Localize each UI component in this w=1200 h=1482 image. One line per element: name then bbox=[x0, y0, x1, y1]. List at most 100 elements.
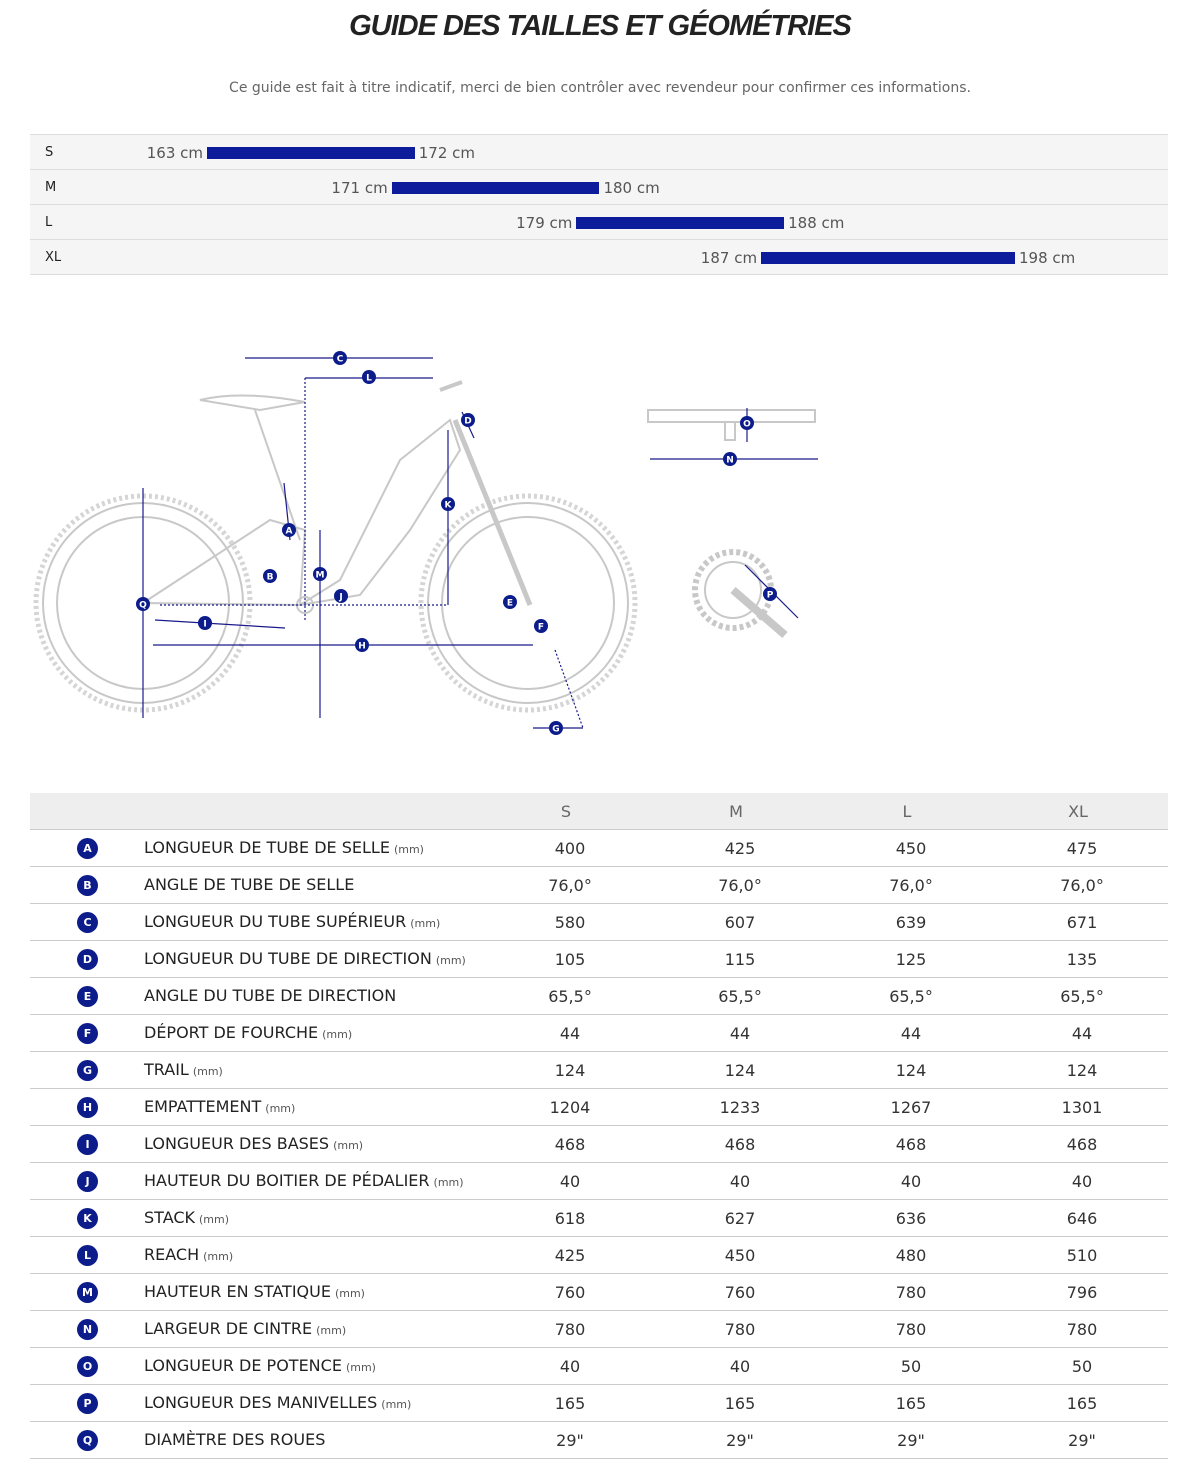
table-row: J HAUTEUR DU BOITIER DE PÉDALIER (mm) 40 40 4… bbox=[30, 1163, 1168, 1200]
table-row: E ANGLE DU TUBE DE DIRECTION 65,5° 65,5° 65,… bbox=[30, 978, 1168, 1015]
marker-letter: F bbox=[538, 623, 544, 633]
table-row: I LONGUEUR DES BASES (mm) 468 468 468 468 bbox=[30, 1126, 1168, 1163]
unit: (mm) bbox=[435, 954, 466, 967]
marker bbox=[461, 413, 475, 427]
row-label: REACH (mm) bbox=[144, 1245, 233, 1264]
table-row: Q DIAMÈTRE DES ROUES 29" 29" 29" 29" bbox=[30, 1422, 1168, 1459]
cell-value: 105 bbox=[554, 950, 586, 969]
cell-value: 1204 bbox=[549, 1098, 591, 1117]
letter-badge: G bbox=[77, 1060, 98, 1081]
letter-badge: I bbox=[77, 1134, 98, 1155]
marker-letter: I bbox=[203, 620, 206, 630]
marker-letter: E bbox=[507, 599, 513, 609]
cell-value: 780 bbox=[554, 1320, 586, 1339]
table-row: A LONGUEUR DE TUBE DE SELLE (mm) 400 425 450 4… bbox=[30, 830, 1168, 867]
max-height-label: 180 cm bbox=[603, 179, 660, 197]
size-label: XL bbox=[45, 250, 62, 265]
cell-value: 124 bbox=[1066, 1061, 1098, 1080]
marker bbox=[198, 616, 212, 630]
cell-value: 165 bbox=[724, 1394, 756, 1413]
cell-value: 65,5° bbox=[718, 987, 762, 1006]
row-label: STACK (mm) bbox=[144, 1208, 229, 1227]
cell-value: 165 bbox=[895, 1394, 927, 1413]
label-text: HAUTEUR DU BOITIER DE PÉDALIER bbox=[144, 1171, 430, 1190]
cell-value: 475 bbox=[1066, 839, 1098, 858]
cell-value: 50 bbox=[900, 1357, 922, 1376]
size-row: XL 187 cm 198 cm bbox=[30, 239, 1168, 275]
cell-value: 671 bbox=[1066, 913, 1098, 932]
row-label: TRAIL (mm) bbox=[144, 1060, 223, 1079]
cell-value: 468 bbox=[1066, 1135, 1098, 1154]
size-label: S bbox=[45, 145, 54, 160]
max-height-label: 172 cm bbox=[418, 144, 476, 162]
marker-letter: Q bbox=[139, 601, 147, 611]
cell-value: 580 bbox=[554, 913, 586, 932]
min-height-label: 163 cm bbox=[146, 144, 203, 162]
table-row: B ANGLE DE TUBE DE SELLE 76,0° 76,0° 76,0° 76… bbox=[30, 867, 1168, 904]
label-text: LONGUEUR DU TUBE DE DIRECTION bbox=[144, 949, 432, 968]
label-text: ANGLE DU TUBE DE DIRECTION bbox=[144, 986, 397, 1005]
geometry-table: S M L XL A LONGUEUR DE TUBE DE SELLE (mm) 400 4… bbox=[30, 793, 1168, 1459]
cell-value: 44 bbox=[559, 1024, 581, 1043]
unit: (mm) bbox=[199, 1213, 230, 1226]
letter-badge: J bbox=[77, 1171, 98, 1192]
table-row: O LONGUEUR DE POTENCE (mm) 40 40 50 50 bbox=[30, 1348, 1168, 1385]
cell-value: 1301 bbox=[1061, 1098, 1103, 1117]
cell-value: 468 bbox=[895, 1135, 927, 1154]
label-text: LONGUEUR DE POTENCE bbox=[144, 1356, 342, 1375]
cell-value: 44 bbox=[729, 1024, 751, 1043]
unit: (mm) bbox=[393, 843, 424, 856]
marker bbox=[549, 721, 563, 735]
label-text: EMPATTEMENT bbox=[144, 1097, 262, 1116]
marker-letter: D bbox=[464, 417, 471, 427]
letter-badge: N bbox=[77, 1319, 98, 1340]
table-row: F DÉPORT DE FOURCHE (mm) 44 44 44 44 bbox=[30, 1015, 1168, 1052]
table-row: L REACH (mm) 425 450 480 510 bbox=[30, 1237, 1168, 1274]
size-label: L bbox=[45, 215, 53, 230]
cell-value: 480 bbox=[895, 1246, 927, 1265]
label-text: DIAMÈTRE DES ROUES bbox=[144, 1430, 326, 1449]
size-chart: S 163 cm 172 cm M 171 cm 180 cm L 179 cm 188 cm X… bbox=[30, 134, 1168, 275]
unit: (mm) bbox=[322, 1028, 353, 1041]
cell-value: 639 bbox=[895, 913, 927, 932]
marker-letter: K bbox=[445, 501, 453, 511]
cell-value: 29" bbox=[897, 1431, 925, 1450]
table-row: G TRAIL (mm) 124 124 124 124 bbox=[30, 1052, 1168, 1089]
cell-value: 76,0° bbox=[718, 876, 762, 895]
cell-value: 40 bbox=[729, 1357, 751, 1376]
marker-letter: M bbox=[316, 571, 325, 581]
marker-letter: J bbox=[338, 593, 342, 603]
marker bbox=[136, 597, 150, 611]
letter-badge: A bbox=[77, 838, 98, 859]
row-label: DIAMÈTRE DES ROUES bbox=[144, 1430, 325, 1449]
column-header: S bbox=[560, 802, 572, 821]
subtitle: Ce guide est fait à titre indicatif, mer… bbox=[229, 80, 971, 96]
letter-badge: D bbox=[77, 949, 98, 970]
table-header: S M L XL bbox=[30, 793, 1168, 830]
cell-value: 607 bbox=[724, 913, 756, 932]
cell-value: 115 bbox=[724, 950, 756, 969]
row-label: LONGUEUR DU TUBE DE DIRECTION (mm) bbox=[144, 949, 466, 968]
cell-value: 40 bbox=[1071, 1172, 1093, 1191]
cell-value: 780 bbox=[895, 1320, 927, 1339]
cell-value: 627 bbox=[724, 1209, 756, 1228]
letter-badge: P bbox=[77, 1393, 98, 1414]
marker-letter: H bbox=[358, 642, 366, 652]
unit: (mm) bbox=[203, 1250, 234, 1263]
cell-value: 65,5° bbox=[889, 987, 933, 1006]
table-row: N LARGEUR DE CINTRE (mm) 780 780 780 780 bbox=[30, 1311, 1168, 1348]
cell-value: 1267 bbox=[890, 1098, 932, 1117]
label-text: LONGUEUR DU TUBE SUPÉRIEUR bbox=[144, 912, 407, 931]
marker-letter: O bbox=[743, 420, 751, 430]
column-header: M bbox=[729, 802, 743, 821]
row-label: LARGEUR DE CINTRE (mm) bbox=[144, 1319, 346, 1338]
cell-value: 40 bbox=[559, 1172, 581, 1191]
cell-value: 425 bbox=[554, 1246, 586, 1265]
cell-value: 124 bbox=[895, 1061, 927, 1080]
letter-badge: K bbox=[77, 1208, 98, 1229]
cell-value: 780 bbox=[724, 1320, 756, 1339]
cell-value: 29" bbox=[556, 1431, 584, 1450]
cell-value: 124 bbox=[554, 1061, 586, 1080]
label-text: DÉPORT DE FOURCHE bbox=[144, 1023, 319, 1042]
